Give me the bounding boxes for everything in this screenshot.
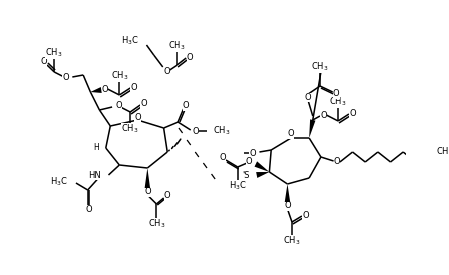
Polygon shape	[285, 184, 290, 202]
Polygon shape	[145, 168, 150, 188]
Polygon shape	[90, 87, 101, 93]
Text: O: O	[101, 84, 108, 94]
Text: O: O	[164, 191, 171, 200]
Text: O: O	[186, 53, 193, 62]
Text: O: O	[219, 153, 226, 163]
Text: O: O	[334, 158, 340, 166]
Text: O: O	[288, 130, 295, 139]
Polygon shape	[309, 119, 315, 138]
Polygon shape	[255, 161, 269, 172]
Text: O: O	[85, 205, 92, 213]
Text: O: O	[144, 188, 151, 197]
Text: O: O	[131, 82, 137, 92]
Text: O: O	[333, 89, 339, 98]
Text: H$_3$C: H$_3$C	[50, 176, 68, 188]
Text: CH$_3$: CH$_3$	[168, 40, 186, 52]
Text: CH$_3$: CH$_3$	[436, 146, 449, 158]
Text: CH$_3$: CH$_3$	[311, 61, 329, 73]
Text: O: O	[284, 202, 291, 210]
Text: O: O	[183, 101, 189, 111]
Text: O: O	[349, 109, 356, 117]
Text: CH$_3$: CH$_3$	[110, 70, 128, 82]
Text: O: O	[134, 112, 141, 122]
Text: O: O	[302, 210, 309, 219]
Text: O: O	[193, 126, 199, 136]
Text: CH$_3$: CH$_3$	[121, 123, 139, 135]
Text: CH$_3$: CH$_3$	[283, 235, 301, 247]
Text: O: O	[40, 57, 47, 67]
Text: H$_3$C: H$_3$C	[229, 180, 247, 192]
Text: H: H	[93, 144, 98, 153]
Text: O: O	[320, 111, 327, 120]
Text: O: O	[163, 67, 170, 76]
Text: CH$_3$: CH$_3$	[213, 125, 231, 137]
Text: CH$_3$: CH$_3$	[45, 47, 63, 59]
Polygon shape	[256, 172, 269, 178]
Text: CH$_3$: CH$_3$	[148, 218, 165, 230]
Text: O: O	[305, 92, 312, 101]
Text: 'S: 'S	[242, 170, 250, 180]
Text: O: O	[141, 100, 147, 109]
Text: HN: HN	[88, 170, 101, 180]
Text: O: O	[116, 101, 122, 111]
Text: O: O	[249, 148, 256, 158]
Text: O: O	[62, 73, 69, 82]
Text: CH$_3$: CH$_3$	[329, 96, 347, 108]
Text: H$_3$C: H$_3$C	[121, 35, 139, 47]
Text: O: O	[246, 158, 252, 166]
